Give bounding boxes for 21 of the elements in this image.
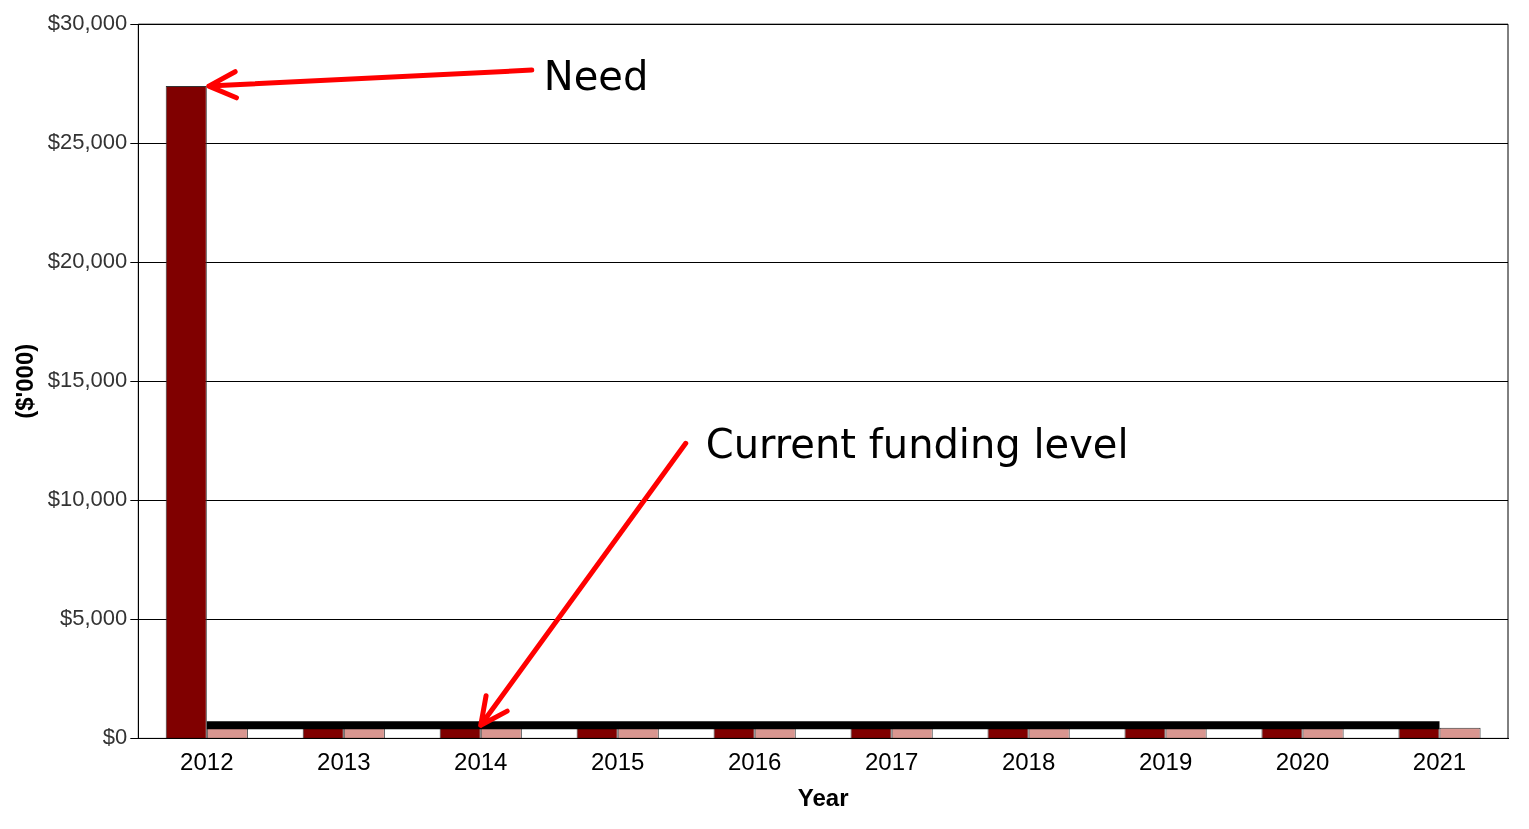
y-tick-label: $25,000 bbox=[47, 129, 128, 155]
y-tick-label: $5,000 bbox=[60, 605, 128, 631]
x-tick-label: 2012 bbox=[180, 748, 234, 776]
y-tick-label: $20,000 bbox=[47, 248, 128, 274]
y-tick-label: $10,000 bbox=[47, 486, 128, 512]
x-tick-label: 2014 bbox=[454, 748, 508, 776]
x-tick-label: 2019 bbox=[1138, 748, 1193, 776]
x-tick-label: 2015 bbox=[591, 748, 645, 776]
y-axis-title: ($'000) bbox=[11, 343, 39, 419]
annotation: Current funding level bbox=[705, 420, 1129, 467]
x-tick-label: 2016 bbox=[727, 748, 782, 776]
x-tick-label: 2017 bbox=[864, 748, 919, 776]
y-tick-label: $0 bbox=[102, 724, 128, 750]
x-axis-title: Year bbox=[797, 784, 849, 812]
x-tick-label: 2013 bbox=[317, 748, 371, 776]
y-tick-label: $30,000 bbox=[47, 10, 128, 36]
x-tick-label: 2020 bbox=[1275, 748, 1330, 776]
y-tick-label: $15,000 bbox=[47, 367, 128, 393]
annotation: Need bbox=[543, 53, 649, 100]
x-tick-label: 2021 bbox=[1412, 748, 1467, 776]
x-tick-label: 2018 bbox=[1001, 748, 1056, 776]
